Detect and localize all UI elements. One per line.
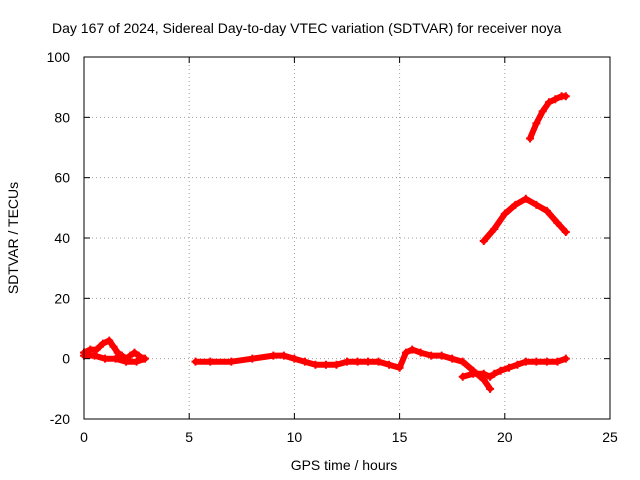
data-point [92,345,101,354]
data-point [401,348,410,357]
data-point [553,357,562,366]
data-point [490,369,499,378]
series-band [480,195,569,244]
x-tick-label: 5 [185,429,193,445]
data-series [80,92,570,393]
series-4 [458,354,570,381]
series-band [192,346,494,392]
data-point [532,357,541,366]
data-point [206,357,215,366]
data-point [227,357,236,366]
x-tick-label: 15 [392,429,408,445]
data-point [300,357,309,366]
data-point [105,336,114,345]
data-point [538,107,547,116]
y-tick-label: 40 [54,230,70,246]
data-point [496,366,505,375]
y-tick-label: 60 [54,170,70,186]
data-point [542,206,551,215]
ticks: 0 5 10 15 20 25 -20 0 20 40 60 80 100 [47,49,618,445]
series-3 [191,345,495,393]
series-6 [526,92,570,143]
data-point [385,360,394,369]
data-point [374,357,383,366]
data-point [248,354,257,363]
data-point [311,360,320,369]
data-point [126,351,135,360]
x-tick-label: 10 [287,429,303,445]
y-tick-label: 100 [47,49,71,65]
series-2 [80,351,150,366]
data-point [290,354,299,363]
data-point [479,369,488,378]
data-point [486,384,495,393]
data-point [561,227,570,236]
data-point [109,342,118,351]
chart-title: Day 167 of 2024, Sidereal Day-to-day VTE… [52,20,562,36]
data-point [408,345,417,354]
series-5 [479,194,570,246]
data-point [416,348,425,357]
data-point [191,357,200,366]
x-tick-label: 25 [602,429,618,445]
data-point [437,351,446,360]
data-point [132,357,141,366]
data-point [505,363,514,372]
data-point [353,357,362,366]
data-point [513,360,522,369]
data-point [500,209,509,218]
data-point [532,119,541,128]
data-point [111,354,120,363]
x-tick-label: 20 [497,429,513,445]
y-tick-label: -20 [50,411,70,427]
data-point [427,351,436,360]
y-tick-label: 0 [62,351,70,367]
x-axis-label: GPS time / hours [291,457,398,473]
grid [84,57,610,419]
data-point [98,339,107,348]
x-tick-label: 0 [80,429,88,445]
y-axis-label: SDTVAR / TECUs [5,182,21,294]
data-point [113,348,122,357]
data-point [321,360,330,369]
data-point [479,237,488,246]
data-point [469,369,478,378]
data-point [542,357,551,366]
data-point [448,354,457,363]
data-point [130,348,139,357]
data-point [395,363,404,372]
data-point [332,360,341,369]
data-point [101,354,110,363]
data-point [122,357,131,366]
data-point [511,200,520,209]
data-point [521,194,530,203]
data-point [486,372,495,381]
data-point [561,92,570,101]
data-point [141,354,150,363]
y-tick-label: 80 [54,109,70,125]
data-point [544,98,553,107]
data-point [553,218,562,227]
data-point [364,357,373,366]
data-point [269,351,278,360]
data-point [458,372,467,381]
data-point [458,357,467,366]
data-point [490,224,499,233]
data-point [343,357,351,366]
y-tick-label: 20 [54,290,70,306]
data-point [526,134,535,143]
data-point [90,351,99,360]
data-point [551,95,560,104]
data-point [279,351,288,360]
data-point [532,200,541,209]
data-point [521,357,530,366]
data-point [561,354,570,363]
